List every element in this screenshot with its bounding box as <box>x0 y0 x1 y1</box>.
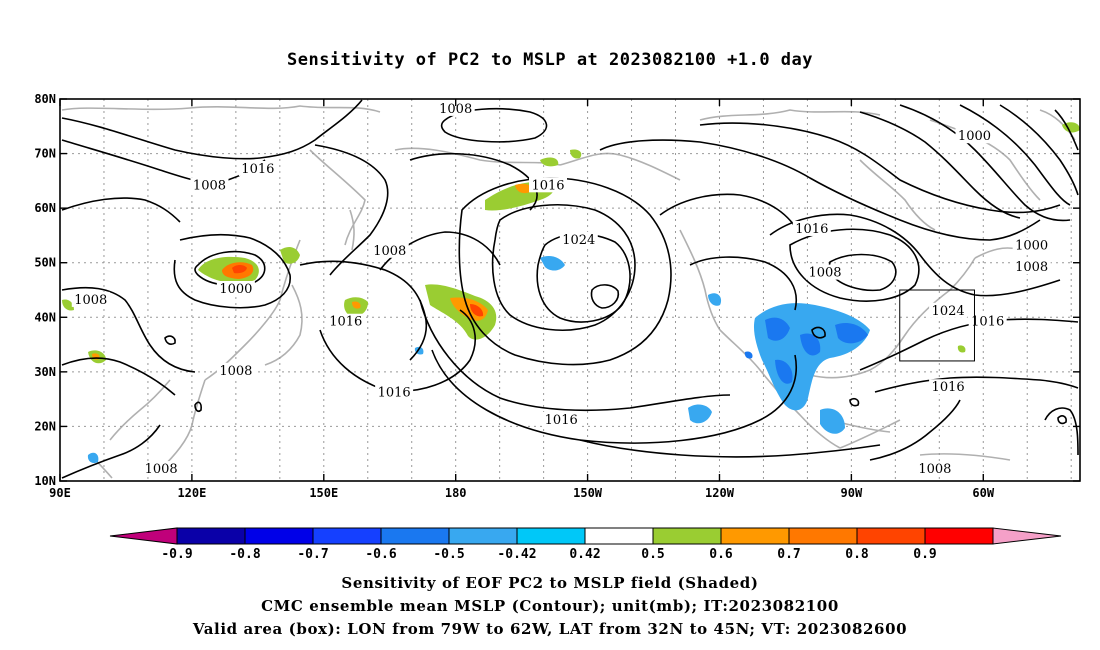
contour-label-bg <box>806 264 844 280</box>
colorbar-segment <box>856 527 926 545</box>
contour-label: 1024 <box>932 304 965 319</box>
colorbar-label: -0.6 <box>365 547 396 562</box>
contour-label: 1016 <box>932 380 965 395</box>
contour-label-bg <box>929 379 968 395</box>
colorbar-label: -0.5 <box>433 547 464 562</box>
mslp-contours <box>61 99 1079 479</box>
contour-label-bg <box>326 313 365 329</box>
valid-area-box <box>899 289 975 362</box>
contour-label: 1008 <box>808 266 841 281</box>
contour-label: 1016 <box>329 315 362 330</box>
colorbar-segment <box>448 527 518 545</box>
contour-label-bg <box>142 461 181 477</box>
footer-line-3: Valid area (box): LON from 79W to 62W, L… <box>192 620 908 638</box>
contour-label-bg <box>190 177 229 193</box>
contour-label-bg <box>71 291 110 307</box>
contour-label-bg <box>529 177 568 193</box>
lat-label: 60N <box>34 201 56 215</box>
contour-label-bg <box>370 242 409 258</box>
lon-label: 150E <box>309 486 338 500</box>
colorbar-segment <box>516 527 586 545</box>
contour-label-bg <box>968 313 1007 329</box>
colorbar-label: 0.9 <box>913 547 936 562</box>
lat-label: 30N <box>34 365 56 379</box>
contour-labels: 1008 1016 1008 1000 1016 1016 1024 1008 1008 1000… <box>71 100 1051 477</box>
colorbar-segment <box>652 527 722 545</box>
colorbar-segment <box>176 527 246 545</box>
contour-label: 1000 <box>958 129 991 144</box>
colorbar-label: -0.9 <box>161 547 192 562</box>
contour-label: 1000 <box>219 282 252 297</box>
map-frame <box>59 98 1081 482</box>
contour-label-bg <box>216 362 255 378</box>
lon-label: 120E <box>177 486 206 500</box>
contour-label-bg <box>1012 237 1051 253</box>
lat-label: 70N <box>34 147 56 161</box>
footer-line-1: Sensitivity of EOF PC2 to MSLP field (Sh… <box>341 574 759 592</box>
footer-line-2: CMC ensemble mean MSLP (Contour); unit(m… <box>261 597 839 615</box>
contour-label-bg <box>915 461 954 477</box>
lon-label: 60W <box>972 486 994 500</box>
contour-label: 1016 <box>531 178 564 193</box>
colorbar-label: -0.42 <box>497 547 536 562</box>
lon-label: 150W <box>573 486 603 500</box>
colorbar-segment <box>244 527 314 545</box>
contour-label-bg <box>436 100 475 116</box>
colorbar-label: 0.8 <box>845 547 869 562</box>
contour-label-bg <box>375 384 414 400</box>
colorbar-label: -0.8 <box>229 547 260 562</box>
lat-label: 20N <box>34 419 56 433</box>
lat-label: 50N <box>34 256 56 270</box>
colorbar-segment <box>720 527 790 545</box>
lat-label: 10N <box>34 474 56 488</box>
contour-label: 1016 <box>795 222 828 237</box>
contour-label-bg <box>559 231 598 247</box>
lon-label: 180 <box>445 486 467 500</box>
colorbar-label: 0.42 <box>569 547 600 562</box>
map-title: Sensitivity of PC2 to MSLP at 2023082100… <box>286 50 813 70</box>
colorbar-end-left <box>109 527 178 545</box>
contour-label-bg <box>216 281 255 296</box>
colorbar-segment <box>584 527 654 545</box>
contour-label: 1008 <box>193 178 226 193</box>
contour-label-bg <box>955 128 994 144</box>
lat-label: 80N <box>34 92 56 106</box>
sensitivity-shading <box>62 122 1080 464</box>
lon-label: 90W <box>841 486 863 500</box>
colorbar-label: 0.5 <box>641 547 664 562</box>
contour-label: 1008 <box>1015 260 1048 275</box>
contour-label: 1008 <box>439 102 472 117</box>
contour-label: 1016 <box>241 162 274 177</box>
contour-label-bg <box>238 160 277 176</box>
lat-label: 40N <box>34 310 56 324</box>
colorbar-label: 0.6 <box>709 547 733 562</box>
contour-label-bg <box>542 411 581 427</box>
colorbar-segment <box>924 527 994 545</box>
contour-label-bg <box>929 302 968 318</box>
contour-label: 1024 <box>562 233 595 248</box>
colorbar-segment <box>380 527 450 545</box>
contour-label: 1016 <box>971 315 1004 330</box>
lon-label: 120W <box>705 486 735 500</box>
contour-label: 1008 <box>74 293 107 308</box>
contour-label: 1008 <box>373 244 406 259</box>
contour-label: 1016 <box>378 386 411 401</box>
colorbar-segment <box>788 527 858 545</box>
contour-label: 1000 <box>1015 238 1048 253</box>
contour-label: 1008 <box>918 462 951 477</box>
contour-label: 1016 <box>545 413 578 428</box>
coastlines <box>61 105 1076 479</box>
contour-label-bg <box>1012 259 1051 275</box>
colorbar: -0.9 -0.8 -0.7 -0.6 -0.5 -0.42 0.42 0.5 0.6 0.7 0.… <box>109 527 1062 562</box>
contour-label: 1008 <box>219 364 252 379</box>
lon-label: 90E <box>49 486 71 500</box>
contour-label-bg <box>792 220 831 236</box>
colorbar-label: -0.7 <box>297 547 328 562</box>
colorbar-end-right <box>992 527 1062 545</box>
colorbar-segment <box>312 527 382 545</box>
contour-label: 1008 <box>145 462 178 477</box>
colorbar-label: 0.7 <box>777 547 800 562</box>
